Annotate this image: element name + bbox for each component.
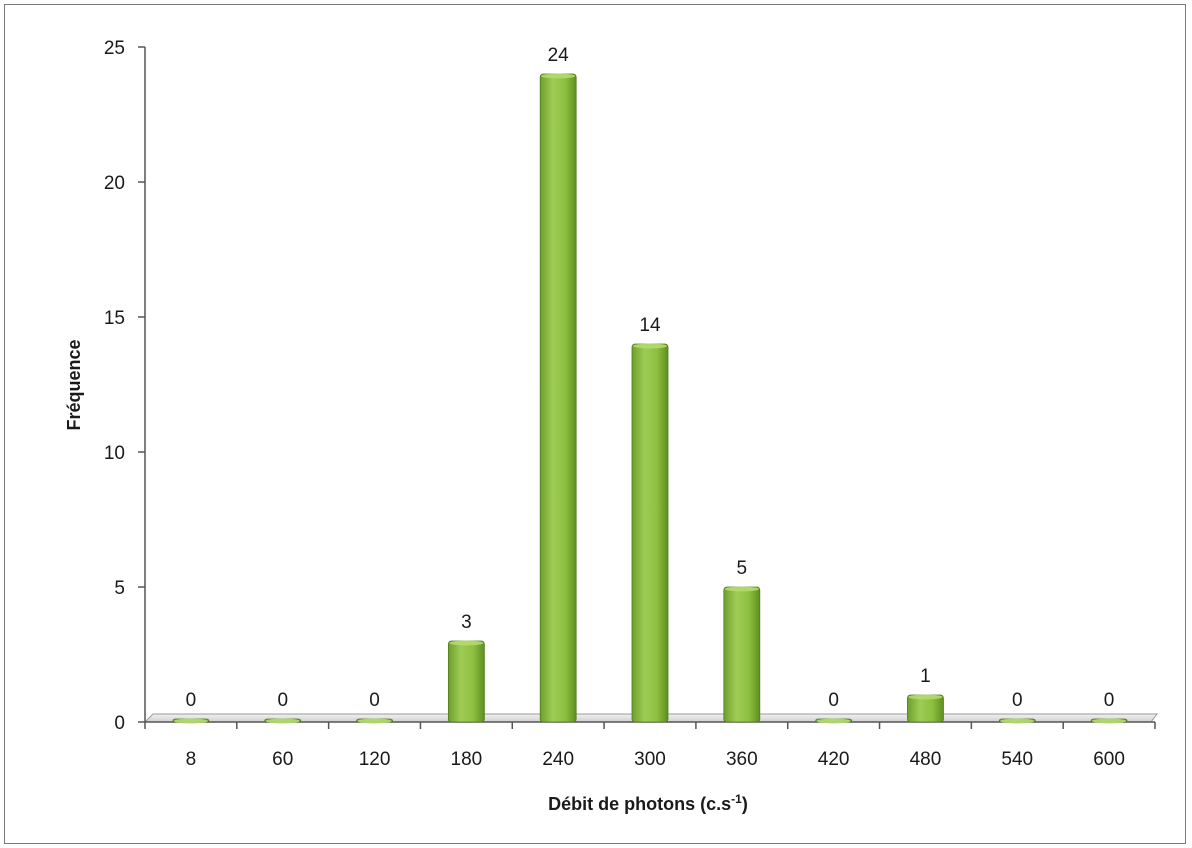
x-tick-label: 540 (1001, 749, 1033, 770)
y-tick-label: 10 (104, 443, 125, 464)
data-label: 0 (277, 690, 288, 711)
data-label: 1 (920, 666, 931, 687)
x-axis-title: Débit de photons (c.s-1) (548, 792, 748, 814)
bar (539, 73, 577, 723)
x-axis-title-main: Débit de photons (c.s (548, 794, 731, 814)
x-axis-title-suffix: ) (742, 794, 748, 814)
x-tick-label: 240 (542, 749, 574, 770)
bar (447, 640, 485, 723)
x-tick-label: 420 (818, 749, 850, 770)
bar-top (541, 73, 576, 79)
data-label: 0 (1012, 690, 1023, 711)
bar-top (816, 718, 851, 724)
x-axis-title-superscript: -1 (731, 792, 742, 806)
x-tick-label: 600 (1093, 749, 1125, 770)
data-label: 0 (1104, 690, 1115, 711)
y-axis-title: Fréquence (64, 339, 84, 430)
data-label: 0 (186, 690, 197, 711)
bar-top (1092, 718, 1127, 724)
x-tick-label: 8 (186, 749, 197, 770)
y-tick-label: 20 (104, 173, 125, 194)
x-tick-label: 300 (634, 749, 666, 770)
bar-top (1000, 718, 1035, 724)
y-tick-label: 0 (114, 713, 125, 734)
data-label: 24 (548, 45, 570, 66)
data-label: 3 (461, 612, 472, 633)
bar (723, 586, 761, 723)
chart-frame (4, 4, 1186, 844)
y-tick-label: 5 (114, 578, 125, 599)
bar-top (724, 586, 759, 592)
bar-top (908, 694, 943, 700)
y-tick-label: 15 (104, 308, 125, 329)
x-tick-label: 480 (910, 749, 942, 770)
bar-top (633, 343, 667, 349)
bar (631, 343, 669, 723)
x-tick-label: 60 (272, 749, 293, 770)
x-tick-label: 360 (726, 749, 758, 770)
bar-top (449, 640, 484, 646)
bar-top (265, 718, 300, 724)
bar-top (357, 718, 392, 724)
x-tick-label: 180 (451, 749, 483, 770)
data-label: 0 (828, 690, 839, 711)
data-label: 0 (369, 690, 380, 711)
data-label: 5 (737, 558, 748, 579)
x-tick-label: 120 (359, 749, 391, 770)
bar-top (173, 718, 208, 724)
y-tick-label: 25 (104, 38, 125, 59)
data-label: 14 (639, 315, 661, 336)
